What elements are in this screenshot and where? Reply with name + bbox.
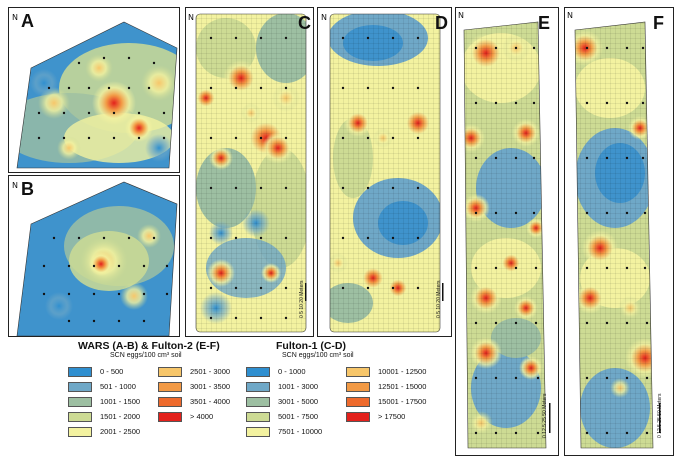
legend-item: 1001 - 1500 bbox=[68, 396, 140, 407]
map-panel-a: N A bbox=[8, 7, 180, 173]
heatmap-field-d bbox=[329, 13, 444, 333]
legend-wars-fulton2: WARS (A-B) & Fulton-2 (E-F) SCN eggs/100… bbox=[68, 340, 248, 455]
legend-item-label: 0 - 500 bbox=[100, 367, 124, 376]
panel-label-d: D bbox=[435, 13, 448, 33]
legend-swatch bbox=[68, 411, 92, 422]
legend-swatch bbox=[246, 366, 270, 377]
legend-item-label: 1501 - 2000 bbox=[100, 412, 141, 421]
heatmap-field-b bbox=[16, 181, 178, 336]
legend-item: 2501 - 3000 bbox=[158, 366, 230, 377]
legend-item: 3001 - 5000 bbox=[246, 396, 318, 407]
legend-title: Fulton-1 (C-D) bbox=[276, 340, 346, 352]
map-panel-e: N E 0 12.5 25 50 Meters bbox=[455, 7, 559, 456]
heatmap-field-a bbox=[16, 21, 178, 169]
legend-subtitle: SCN eggs/100 cm³ soil bbox=[110, 352, 182, 359]
legend-fulton1: Fulton-1 (C-D) SCN eggs/100 cm³ soil 0 -… bbox=[246, 340, 446, 455]
panel-label-a: A bbox=[21, 11, 34, 31]
legend-subtitle: SCN eggs/100 cm³ soil bbox=[282, 352, 354, 359]
legend-item: > 17500 bbox=[346, 411, 405, 422]
legend-swatch bbox=[246, 396, 270, 407]
panel-label-b: B bbox=[21, 179, 34, 199]
scale-bar-d: 0 5 10 20 Meters bbox=[436, 280, 442, 318]
map-panel-f: N F 0 12.5 25 50 Meters bbox=[564, 7, 674, 456]
north-arrow-icon: N bbox=[188, 13, 194, 22]
scale-bar-e: 0 12.5 25 50 Meters bbox=[542, 393, 548, 438]
legend-item: 7501 - 10000 bbox=[246, 426, 322, 437]
legend-item: 1501 - 2000 bbox=[68, 411, 140, 422]
north-arrow-icon: N bbox=[458, 11, 464, 20]
legend-item-label: 15001 - 17500 bbox=[378, 397, 427, 406]
legend-item: 0 - 500 bbox=[68, 366, 123, 377]
legend-item-label: 2001 - 2500 bbox=[100, 427, 141, 436]
legend-swatch bbox=[68, 426, 92, 437]
legend-item-label: 1001 - 3000 bbox=[278, 382, 319, 391]
panel-label-e: E bbox=[538, 13, 551, 33]
legend-item-label: 3001 - 3500 bbox=[190, 382, 231, 391]
legend-item-label: 3501 - 4000 bbox=[190, 397, 231, 406]
scale-bar-c: 0 5 10 20 Meters bbox=[299, 280, 305, 318]
legend-item: 5001 - 7500 bbox=[246, 411, 318, 422]
legend-item-label: 12501 - 15000 bbox=[378, 382, 427, 391]
map-panel-d: N D 0 5 10 20 Meters bbox=[317, 7, 452, 337]
heatmap-field-f bbox=[574, 21, 661, 449]
legend-item-label: 1001 - 1500 bbox=[100, 397, 141, 406]
legend-item-label: 0 - 1000 bbox=[278, 367, 306, 376]
legend-item-label: 7501 - 10000 bbox=[278, 427, 323, 436]
panel-label-c: C bbox=[298, 13, 311, 33]
north-arrow-icon: N bbox=[567, 11, 573, 20]
heatmap-field-e bbox=[463, 21, 551, 449]
legend-item: 501 - 1000 bbox=[68, 381, 136, 392]
north-arrow-icon: N bbox=[12, 13, 18, 22]
legend-swatch bbox=[346, 366, 370, 377]
panel-label-f: F bbox=[653, 13, 664, 33]
north-arrow-icon: N bbox=[321, 13, 327, 22]
legend-item-label: 2501 - 3000 bbox=[190, 367, 231, 376]
legend-item-label: 3001 - 5000 bbox=[278, 397, 319, 406]
legend-item: 12501 - 15000 bbox=[346, 381, 426, 392]
legend-title: WARS (A-B) & Fulton-2 (E-F) bbox=[78, 340, 220, 352]
legend-item: 0 - 1000 bbox=[246, 366, 306, 377]
legend-item: 10001 - 12500 bbox=[346, 366, 426, 377]
legend-swatch bbox=[68, 396, 92, 407]
legend-swatch bbox=[158, 381, 182, 392]
map-panel-b: N B bbox=[8, 175, 180, 337]
legend-item: 2001 - 2500 bbox=[68, 426, 140, 437]
legend-swatch bbox=[68, 366, 92, 377]
legend-item-label: 5001 - 7500 bbox=[278, 412, 319, 421]
heatmap-field-c bbox=[195, 13, 307, 333]
legend-swatch bbox=[346, 381, 370, 392]
legend-swatch bbox=[246, 411, 270, 422]
scale-bar-f: 0 12.5 25 50 Meters bbox=[657, 393, 663, 438]
legend-item: 3501 - 4000 bbox=[158, 396, 230, 407]
legend-item: 3001 - 3500 bbox=[158, 381, 230, 392]
legend-swatch bbox=[68, 381, 92, 392]
north-arrow-icon: N bbox=[12, 181, 18, 190]
legend-swatch bbox=[158, 411, 182, 422]
legend-item: 1001 - 3000 bbox=[246, 381, 318, 392]
legend-swatch bbox=[158, 366, 182, 377]
legend-swatch bbox=[246, 426, 270, 437]
legend-item: 15001 - 17500 bbox=[346, 396, 426, 407]
legend-item-label: > 17500 bbox=[378, 412, 406, 421]
legend-item-label: > 4000 bbox=[190, 412, 214, 421]
legend-item: > 4000 bbox=[158, 411, 213, 422]
legend-swatch bbox=[346, 396, 370, 407]
legend-swatch bbox=[158, 396, 182, 407]
legend-item-label: 501 - 1000 bbox=[100, 382, 136, 391]
legend-swatch bbox=[346, 411, 370, 422]
map-panel-c: N C 0 5 10 20 Meters bbox=[185, 7, 314, 337]
legend-item-label: 10001 - 12500 bbox=[378, 367, 427, 376]
legend-swatch bbox=[246, 381, 270, 392]
